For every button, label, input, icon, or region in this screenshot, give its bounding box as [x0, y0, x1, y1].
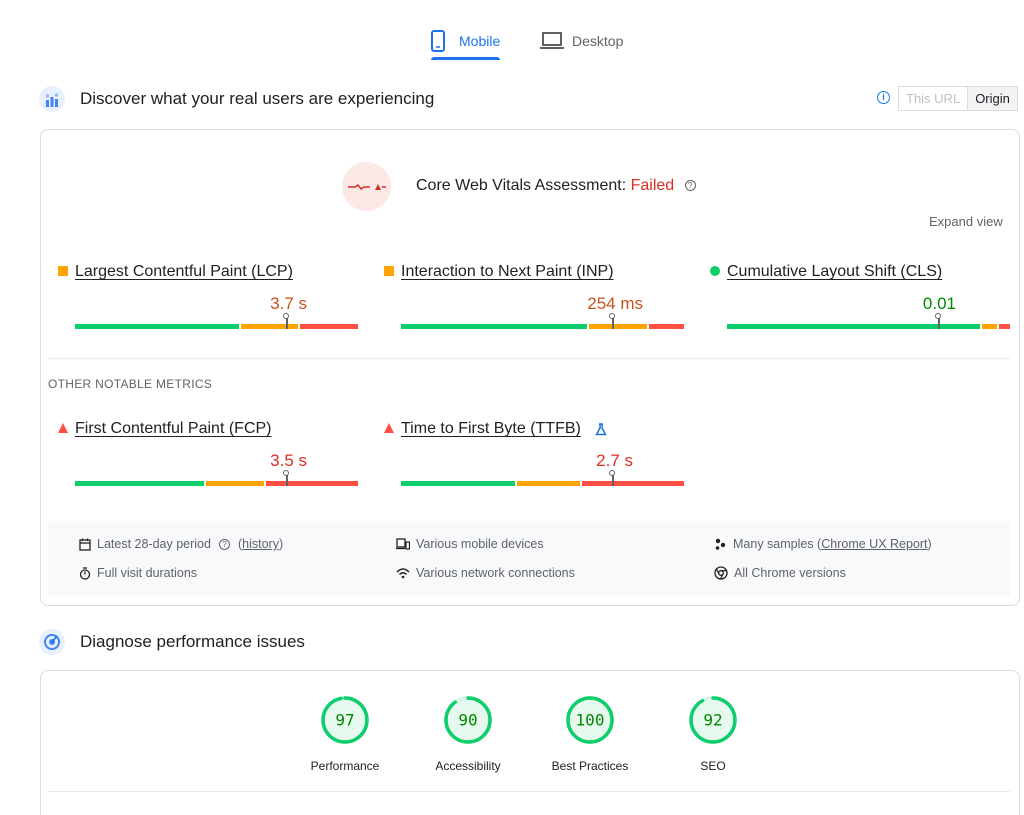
cwv-assessment-label: Core Web Vitals Assessment: — [416, 177, 627, 194]
inp-metric-link[interactable]: Interaction to Next Paint (INP) — [401, 263, 614, 280]
versions-info: All Chrome versions — [714, 566, 846, 580]
devices-icon — [396, 538, 410, 550]
stopwatch-icon — [79, 566, 91, 580]
lcp-marker-pin — [283, 313, 289, 329]
gauge-score: 97 — [335, 711, 354, 730]
cwv-assessment: Core Web Vitals Assessment: Failed ? — [416, 177, 696, 195]
gauge-arc — [689, 696, 737, 744]
devices-info: Various mobile devices — [396, 537, 544, 551]
calendar-icon — [79, 538, 91, 551]
good-indicator-icon — [710, 266, 720, 276]
performance-score-gauge[interactable]: 97 — [320, 695, 370, 745]
seo-score-gauge[interactable]: 92 — [688, 695, 738, 745]
lcp-value: 3.7 s — [270, 294, 307, 313]
gauge-arc — [444, 696, 492, 744]
samples-icon — [715, 538, 726, 550]
durations-info: Full visit durations — [79, 566, 197, 580]
lcp-metric-link[interactable]: Largest Contentful Paint (LCP) — [75, 263, 293, 280]
cls-distribution-bar — [727, 313, 1010, 329]
help-icon[interactable]: ? — [218, 538, 230, 550]
phone-icon — [431, 30, 445, 52]
gauge-score: 100 — [576, 711, 605, 730]
inp-distribution-bar — [401, 313, 684, 329]
data-info-box — [48, 521, 1010, 596]
fcp-metric-link[interactable]: First Contentful Paint (FCP) — [75, 420, 272, 437]
users-icon — [39, 86, 65, 112]
gauge-score: 92 — [703, 711, 722, 730]
url-origin-toggle: This URL Origin — [898, 86, 1018, 111]
inp-marker-pin — [609, 313, 615, 329]
cwv-status-badge — [342, 162, 391, 211]
wifi-icon — [396, 568, 410, 579]
period-text: Latest 28-day period — [97, 537, 211, 551]
origin-button[interactable]: Origin — [967, 87, 1017, 110]
diagnose-icon — [39, 629, 65, 655]
fcp-distribution-bar — [75, 470, 358, 486]
flask-icon[interactable] — [595, 423, 607, 436]
info-icon[interactable]: i — [877, 91, 890, 104]
ttfb-marker-pin — [609, 470, 615, 486]
ttfb-metric-link[interactable]: Time to First Byte (TTFB) — [401, 420, 581, 437]
inp-value: 254 ms — [587, 294, 643, 313]
samples-info: Many samples (Chrome UX Report) — [714, 537, 932, 551]
best-practices-score-gauge[interactable]: 100 — [565, 695, 615, 745]
versions-text: All Chrome versions — [734, 566, 846, 580]
durations-text: Full visit durations — [97, 566, 198, 580]
lab-divider — [48, 791, 1010, 792]
network-text: Various network connections — [416, 566, 575, 580]
tab-desktop[interactable]: Desktop — [540, 22, 623, 60]
gauge-arc — [321, 696, 369, 744]
chrome-icon — [714, 566, 728, 580]
tab-mobile[interactable]: Mobile — [431, 22, 501, 60]
ttfb-distribution-bar — [401, 470, 684, 486]
seo-label: SEO — [700, 759, 726, 773]
history-link-text[interactable]: history — [242, 537, 279, 551]
samples-suffix: ) — [927, 537, 932, 551]
best-practices-label: Best Practices — [551, 759, 629, 773]
needs-improvement-indicator-icon — [384, 266, 394, 276]
field-section-title: Discover what your real users are experi… — [80, 89, 435, 108]
history-link[interactable]: (history) — [237, 537, 284, 551]
devices-text: Various mobile devices — [416, 537, 544, 551]
samples-prefix: Many samples ( — [733, 537, 822, 551]
cwv-assessment-result: Failed — [630, 177, 675, 194]
help-icon[interactable]: ? — [684, 180, 696, 192]
gauge-score: 90 — [458, 711, 477, 730]
cls-metric-link[interactable]: Cumulative Layout Shift (CLS) — [727, 263, 943, 280]
metrics-divider — [48, 358, 1010, 359]
network-info: Various network connections — [396, 566, 575, 580]
fcp-value: 3.5 s — [270, 451, 307, 470]
lcp-distribution-bar — [75, 313, 358, 329]
fcp-marker-pin — [283, 470, 289, 486]
poor-indicator-icon — [384, 423, 394, 433]
lab-section-title: Diagnose performance issues — [80, 632, 305, 651]
cls-value: 0.01 — [922, 294, 956, 313]
laptop-icon — [540, 32, 564, 49]
chrome-ux-report-link[interactable]: Chrome UX Report — [821, 537, 928, 551]
tab-mobile-label: Mobile — [459, 33, 501, 49]
needs-improvement-indicator-icon — [58, 266, 68, 276]
period-info: Latest 28-day period ? (history) — [79, 537, 283, 551]
ttfb-value: 2.7 s — [596, 451, 633, 470]
accessibility-score-gauge[interactable]: 90 — [443, 695, 493, 745]
this-url-button[interactable]: This URL — [906, 91, 961, 106]
expand-view-link[interactable]: Expand view — [929, 214, 1003, 229]
pulse-warning-icon — [348, 183, 386, 191]
other-metrics-label: OTHER NOTABLE METRICS — [48, 377, 213, 391]
lab-data-card — [40, 670, 1020, 815]
tab-desktop-label: Desktop — [572, 33, 624, 49]
accessibility-label: Accessibility — [435, 759, 501, 773]
gauge-arc — [566, 696, 614, 744]
poor-indicator-icon — [58, 423, 68, 433]
performance-label: Performance — [310, 759, 380, 773]
cls-marker-pin — [935, 313, 941, 329]
